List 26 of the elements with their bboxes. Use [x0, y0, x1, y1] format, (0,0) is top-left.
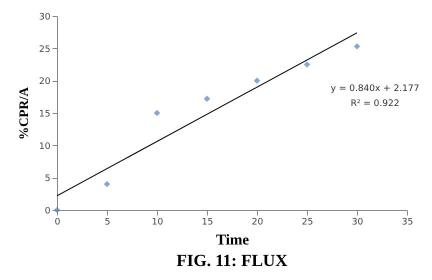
text: FIG. 11: FLUX — [176, 251, 288, 270]
x-tick-label: 10 — [152, 218, 164, 228]
y-tick-label: 25 — [39, 44, 50, 55]
x-tick-label: 0 — [54, 218, 61, 228]
y-tick-label: 10 — [39, 142, 51, 152]
x-tick-label: 15 — [202, 218, 214, 228]
x-tick-label: 30 — [352, 218, 364, 228]
y-tick-label: 30 — [39, 12, 51, 22]
point — [354, 43, 360, 50]
x-tick-label: 25 — [302, 218, 314, 228]
y-tick-label: 15 — [39, 110, 50, 120]
point — [204, 96, 210, 102]
y-tick-label: 20 — [39, 77, 51, 88]
x-axis-title: Time — [216, 232, 250, 248]
y-tick-label: 5 — [44, 174, 50, 184]
point — [104, 180, 110, 188]
annotation: R² = 0.922 — [350, 99, 400, 109]
point — [154, 110, 160, 116]
x-tick-label: 20 — [252, 218, 264, 228]
point — [254, 78, 260, 84]
y-axis-title: %CPR/A — [16, 86, 32, 140]
annotation: y = 0.840x + 2.177 — [330, 84, 420, 94]
x-tick-label: 35 — [402, 218, 414, 228]
point — [304, 61, 310, 68]
x-tick-label: 5 — [104, 218, 110, 228]
y-tick-label: 0 — [44, 206, 51, 216]
